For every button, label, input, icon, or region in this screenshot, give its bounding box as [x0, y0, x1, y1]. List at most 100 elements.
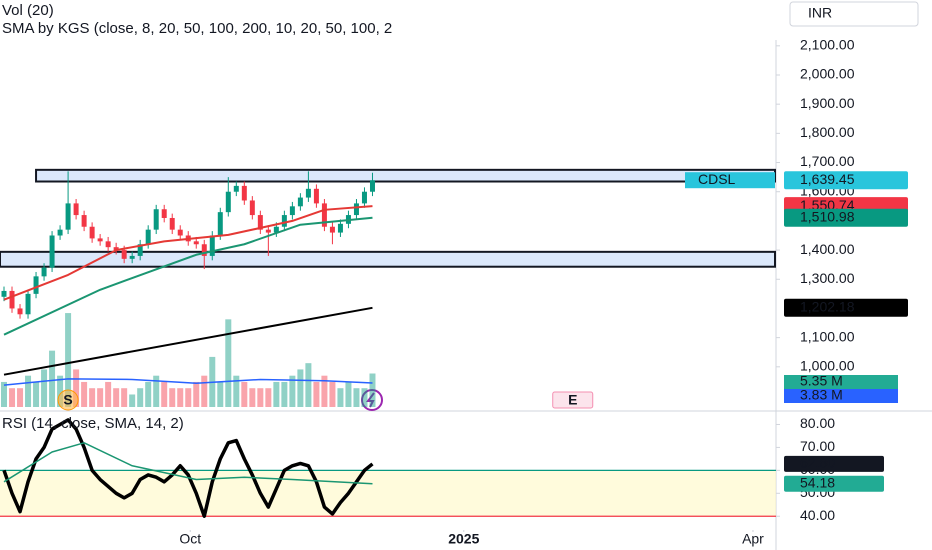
rsi-badge-label: 62.80 [800, 455, 835, 471]
price-badge [784, 171, 908, 190]
rsi-badge [784, 475, 884, 492]
y-tick-label: 1,100.00 [800, 328, 855, 344]
dividend-icon[interactable] [361, 389, 383, 411]
symbol-badge [685, 172, 775, 189]
candle-body [257, 215, 263, 230]
volume-bar [265, 388, 272, 407]
volume-bar [97, 388, 104, 407]
volume-bar [161, 381, 168, 407]
volume-bar [297, 369, 304, 407]
volume-bar [129, 394, 136, 407]
volume-bar [241, 381, 248, 407]
candle-body [1, 290, 7, 297]
candle-body [137, 244, 143, 256]
volume-bar [9, 388, 16, 407]
y-tick-label: 1,400.00 [800, 241, 855, 257]
candle-body [305, 188, 311, 198]
volume-bar [313, 381, 320, 407]
volume-bar [345, 381, 352, 407]
candle-body [177, 229, 183, 236]
rsi-line [2, 418, 374, 518]
rsi-badge-label: 54.18 [800, 474, 835, 490]
candle-body [41, 267, 47, 277]
price-badge [784, 208, 908, 227]
candle-body [201, 244, 207, 256]
volume-bar [57, 375, 64, 407]
rsi-badge [784, 455, 884, 472]
candle-body [209, 235, 215, 256]
candle-body [153, 209, 159, 230]
symbol-label: CDSL [698, 171, 736, 187]
candle-body [329, 226, 335, 233]
volume-bar [105, 381, 112, 407]
candle-body [217, 212, 223, 236]
event-marker [57, 389, 79, 411]
candle-body [281, 215, 287, 227]
candle-body [369, 180, 375, 192]
candle-body [337, 223, 343, 233]
candle-body [9, 290, 15, 309]
candle-body [193, 241, 199, 245]
candle-body [233, 185, 239, 192]
price-badge-label: 1,202.18 [800, 299, 855, 315]
volume-bar [249, 388, 256, 407]
event-label: S [63, 392, 72, 408]
volume-bar [353, 388, 360, 407]
volume-bar [193, 381, 200, 407]
candle-body [17, 308, 23, 315]
candle-body [273, 226, 279, 233]
volume-bar [329, 381, 336, 407]
price-badge-label: 1,639.45 [800, 171, 855, 187]
rsi-ma [3, 442, 373, 485]
volume-bar [81, 381, 88, 407]
volume-bar [225, 319, 232, 407]
volume-bar [25, 375, 32, 407]
candle-body [265, 229, 271, 233]
y-tick-label: 2,100.00 [800, 37, 855, 53]
volume-badge-label: 3.83 M [800, 387, 843, 403]
candle-body [57, 229, 63, 236]
volume-bar [169, 388, 176, 407]
sma-header: SMA by KGS (close, 8, 20, 50, 100, 200, … [2, 20, 392, 37]
y-tick-label: 2,000.00 [800, 66, 855, 82]
candle-body [297, 197, 303, 207]
x-tick-label: Apr [742, 531, 764, 547]
currency-box[interactable] [789, 1, 919, 27]
y-tick-label: 1,700.00 [800, 153, 855, 169]
sma-line [3, 216, 373, 336]
volume-bar [89, 388, 96, 407]
candle-body [353, 203, 359, 216]
volume-bar [361, 388, 368, 407]
candle-body [113, 247, 119, 251]
candle-body [361, 191, 367, 204]
y-tick-label: 1,900.00 [800, 95, 855, 111]
y-tick-label: 80.00 [800, 415, 835, 431]
y-tick-label: 1,800.00 [800, 124, 855, 140]
volume-bar [201, 375, 208, 407]
candle-body [65, 203, 71, 230]
x-tick-label: 2025 [448, 531, 479, 547]
volume-bar [145, 381, 152, 407]
volume-bar [321, 375, 328, 407]
y-tick-label: 40.00 [800, 507, 835, 523]
volume-bar [17, 388, 24, 407]
candle-body [169, 217, 175, 230]
candle-body [105, 241, 111, 248]
volume-badge [784, 389, 898, 403]
volume-badge-label: 5.35 M [800, 373, 843, 389]
volume-bar [1, 381, 8, 407]
volume-header: Vol (20) [2, 2, 54, 19]
volume-bar [281, 381, 288, 407]
volume-bar [233, 375, 240, 407]
volume-bar [273, 381, 280, 407]
x-tick-label: Oct [179, 531, 201, 547]
candle-body [249, 200, 255, 216]
candle-body [321, 203, 327, 227]
candle-body [289, 206, 295, 216]
candle-body [97, 238, 103, 242]
volume-bar [137, 388, 144, 407]
price-badge-label: 1,510.98 [800, 208, 855, 224]
volume-bar [185, 388, 192, 407]
